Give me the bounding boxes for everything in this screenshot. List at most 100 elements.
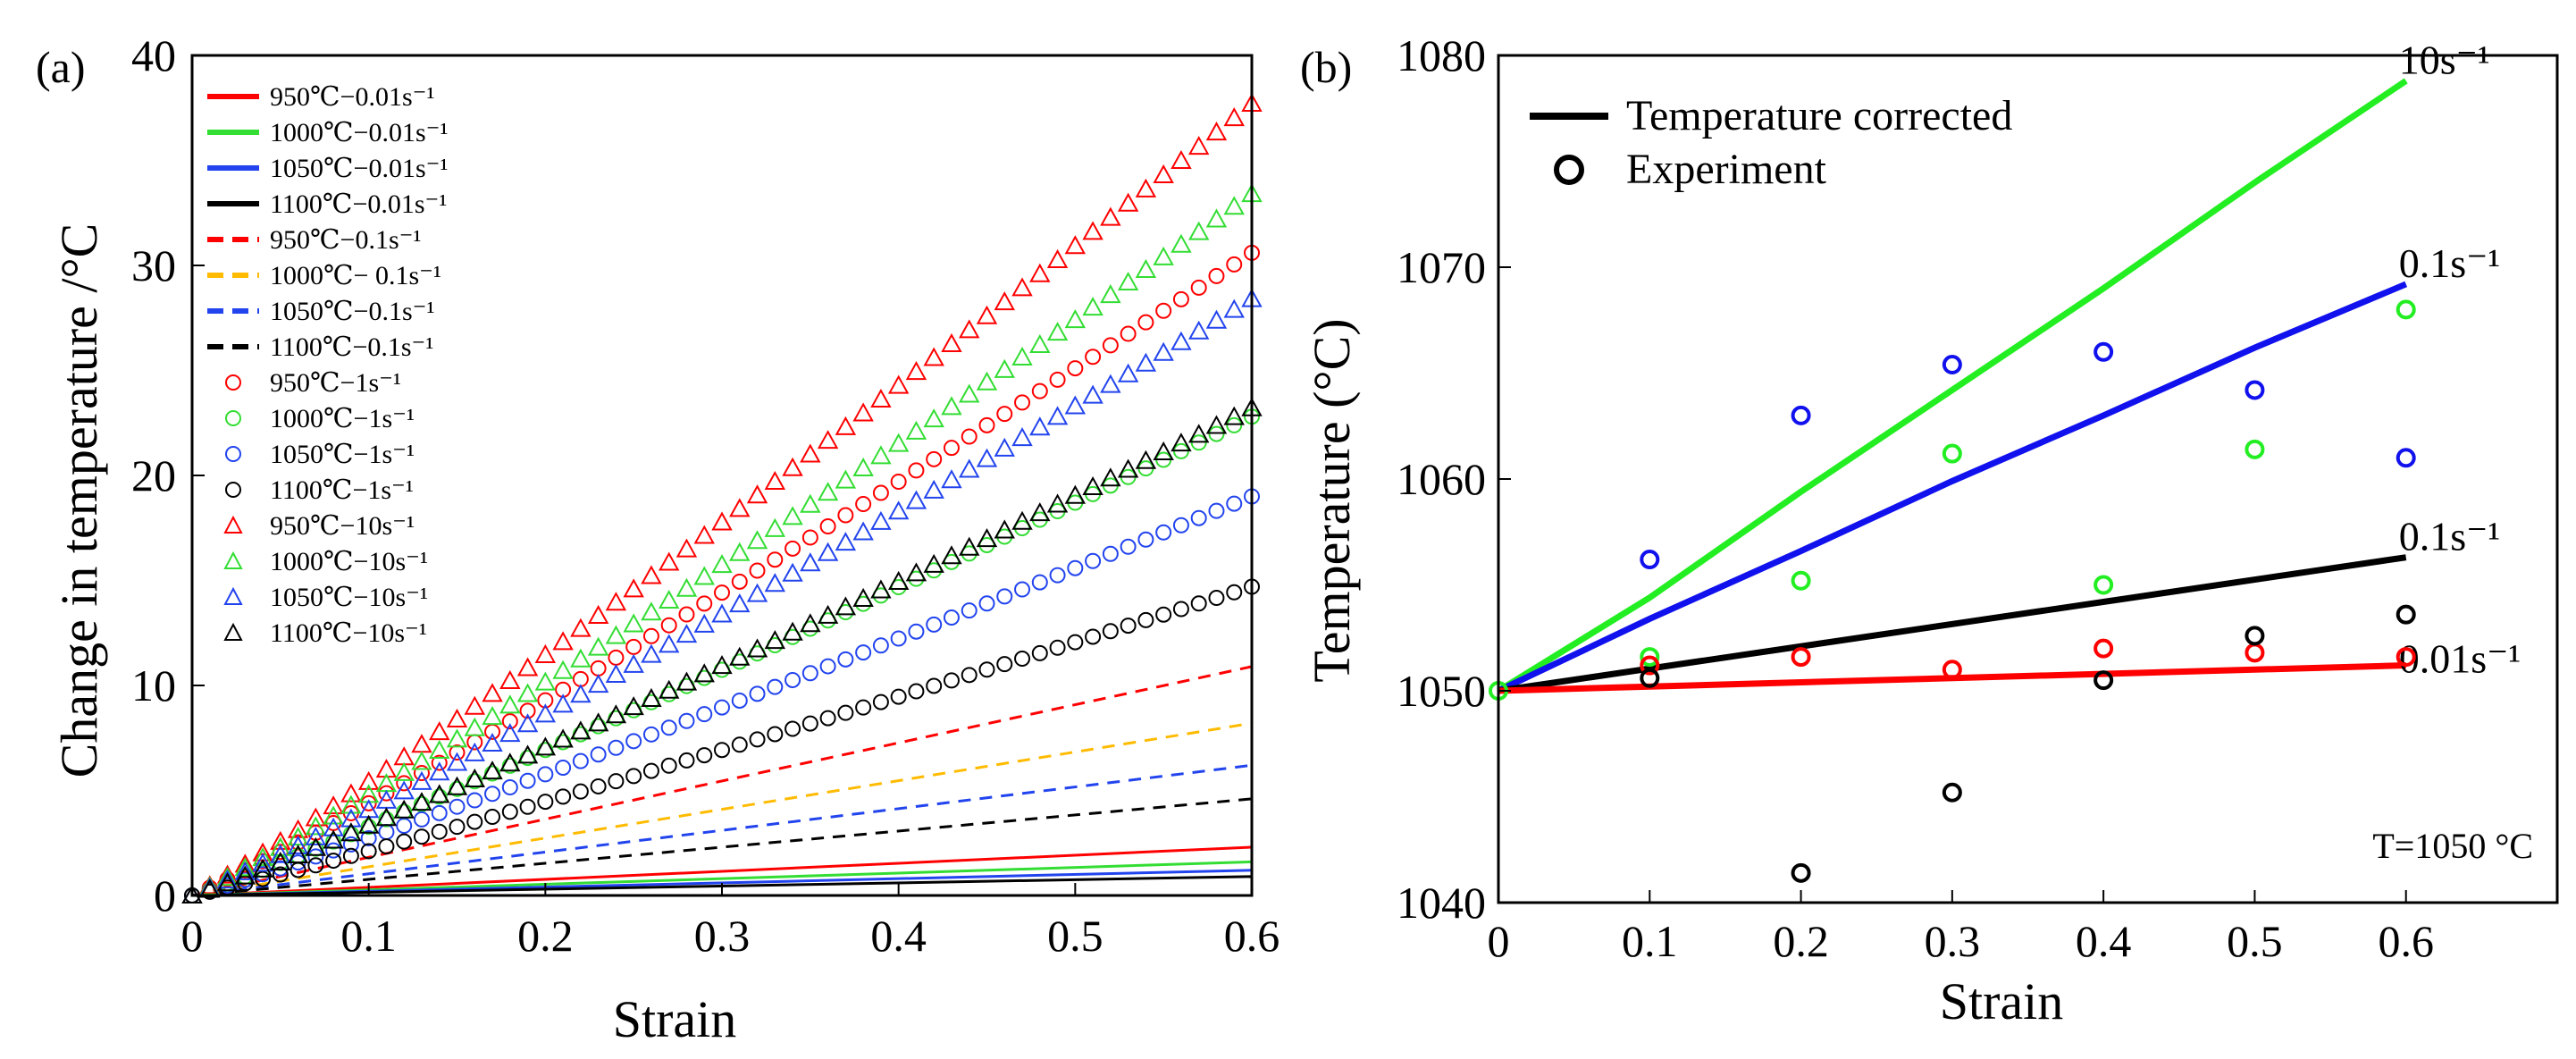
series-10-point	[660, 719, 677, 736]
experiment-1-point	[1942, 443, 1962, 464]
series-15-point	[623, 696, 644, 716]
series-9-point	[360, 819, 377, 836]
series-11-point	[785, 720, 801, 737]
legend-4-label: 950℃−0.1s⁻¹	[270, 225, 421, 255]
series-8-point	[660, 617, 677, 634]
series-11-point	[378, 838, 395, 855]
series-14-point	[446, 752, 468, 771]
x-tick-label: 0.1	[340, 911, 397, 961]
series-10-point	[1014, 581, 1031, 598]
series-12-point	[994, 291, 1015, 311]
series-15-point	[357, 814, 380, 834]
series-15-point	[976, 528, 998, 548]
series-8-point	[767, 551, 784, 568]
series-14-point	[552, 693, 574, 713]
series-14-point	[887, 500, 910, 520]
series-15-point	[1046, 493, 1069, 513]
series-13-point	[887, 433, 910, 452]
series-14-point	[234, 861, 256, 880]
series-13-point	[323, 805, 344, 825]
experiment-0-point	[1640, 550, 1660, 570]
panel-a-ticks: 0 0.1 0.2 0.3 0.4 0.5 0.6 0 10 20 30 40	[131, 30, 1280, 961]
series-11-point	[360, 843, 377, 860]
series-10-point	[731, 692, 748, 709]
series-14-point	[287, 835, 309, 854]
series-12-point	[746, 484, 768, 504]
series-10-point	[1208, 502, 1225, 519]
series-11-point	[1031, 644, 1048, 661]
series-9-point	[325, 833, 342, 850]
series-13-point	[1188, 221, 1210, 240]
series-13-point	[587, 636, 609, 656]
series-9-point	[1208, 425, 1225, 442]
series-8-point	[431, 754, 448, 771]
series-15-point	[234, 865, 256, 885]
series-9-point	[1226, 416, 1243, 433]
series-15-point	[587, 712, 609, 732]
series-8-point	[1049, 371, 1066, 388]
y-tick-label: 1060	[1397, 454, 1486, 504]
series-14-point	[1135, 352, 1157, 372]
series-15-point	[305, 836, 327, 856]
series-11-point	[1190, 595, 1207, 612]
series-8-point	[466, 734, 483, 751]
series-11-point	[1172, 601, 1189, 618]
series-13-point	[234, 857, 256, 877]
series-12-point	[499, 669, 521, 689]
panel-b-ticks: 0 0.1 0.2 0.3 0.4 0.5 0.6 1040 1050 1060 1070 1080	[1397, 30, 2434, 966]
series-11-point	[1102, 623, 1119, 640]
series-10-point	[325, 842, 342, 859]
series-10-point	[961, 602, 978, 619]
series-15-point	[464, 768, 485, 787]
line-1	[1497, 281, 2408, 694]
series-12-point	[711, 511, 733, 531]
series-8-point	[926, 450, 943, 467]
series-10-point	[272, 860, 289, 877]
series-14-point	[1205, 309, 1228, 329]
series-15-point	[675, 671, 698, 691]
series-8-point	[1102, 337, 1119, 354]
series-10-point	[943, 609, 960, 626]
series-13-point	[1064, 309, 1087, 329]
series-13-point	[393, 761, 415, 781]
legend-experiment-label: Experiment	[1626, 146, 1827, 193]
series-15-point	[216, 872, 239, 892]
experiment-0-point	[2094, 341, 2114, 362]
series-10-point	[572, 752, 589, 769]
series-15-point	[411, 792, 432, 811]
series-10-point	[1120, 538, 1137, 555]
series-12-point	[446, 708, 468, 727]
series-10-point	[1137, 531, 1154, 548]
series-11-point	[255, 870, 272, 887]
experiment-2-point	[1791, 647, 1811, 668]
series-13-point	[216, 867, 239, 887]
series-8-point	[1085, 349, 1102, 366]
series-15-point	[393, 799, 415, 819]
y-tick-label: 30	[131, 240, 176, 290]
series-15-point	[782, 621, 803, 641]
legend-11-swatch	[225, 482, 241, 498]
series-11-point	[890, 688, 907, 705]
series-13-point	[305, 816, 327, 836]
series-13-point	[1135, 258, 1157, 278]
series-12-point	[1135, 178, 1157, 198]
series-15-point	[1100, 467, 1121, 487]
panel-b-xlabel: Strain	[1940, 972, 2064, 1030]
series-12-point	[835, 416, 857, 435]
series-10-point	[360, 829, 377, 846]
series-13-point	[464, 717, 485, 736]
series-15-point	[1029, 502, 1051, 522]
series-8-point	[696, 595, 713, 612]
experiment-0-point	[2245, 380, 2265, 400]
series-11-point	[908, 683, 925, 700]
series-10-point	[642, 726, 659, 743]
series-12-point	[1082, 221, 1103, 240]
legend-14-swatch	[223, 586, 243, 605]
series-11-point	[731, 736, 748, 753]
series-13-point	[1223, 196, 1245, 215]
series-14-point	[693, 613, 715, 633]
series-15-point	[375, 807, 398, 827]
series-9-point	[978, 536, 995, 553]
panel-b-ylabel: Temperature (°C)	[1303, 318, 1361, 682]
y-tick-label: 20	[131, 450, 176, 500]
